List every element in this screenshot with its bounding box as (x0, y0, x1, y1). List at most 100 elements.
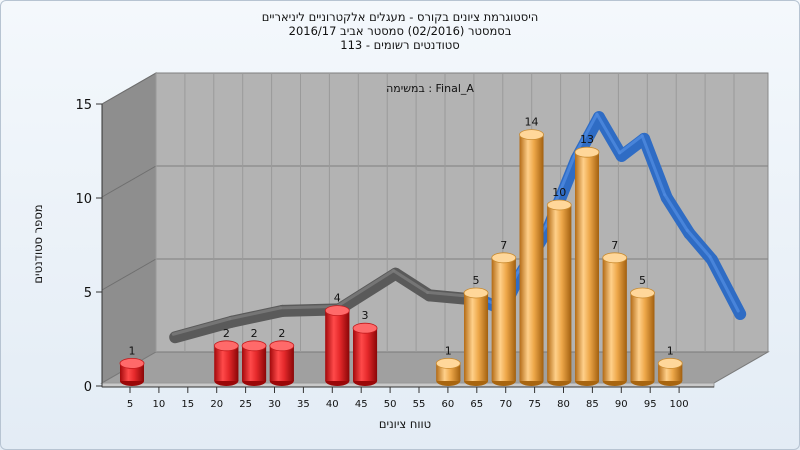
trend-highlight (595, 112, 622, 155)
x-tick-label: 95 (644, 399, 657, 410)
bar (491, 252, 517, 386)
x-tick-label: 35 (297, 399, 310, 410)
bar-top (491, 252, 517, 264)
bar-value-label: 2 (278, 327, 285, 340)
bar-top (269, 340, 295, 352)
bar-front (575, 152, 600, 381)
x-tick-label: 50 (384, 399, 397, 410)
x-axis-title: טווח ציונים (379, 417, 431, 431)
bar-top (352, 322, 378, 334)
bar (602, 252, 628, 386)
grid-line-side (101, 72, 157, 105)
bar-value-label: 7 (611, 239, 618, 252)
bar-front (464, 293, 489, 381)
trend-highlight (685, 228, 712, 259)
x-tick-label: 90 (615, 399, 628, 410)
bar (435, 357, 461, 386)
x-tick-label: 60 (442, 399, 455, 410)
bar-value-label: 5 (639, 274, 646, 287)
trend-highlight (335, 269, 396, 308)
x-tick-label: 100 (670, 399, 689, 410)
bar (213, 340, 239, 386)
bar-value-label: 3 (362, 309, 369, 322)
x-tick-label: 5 (127, 399, 133, 410)
bar-value-label: 7 (500, 239, 507, 252)
bar-top (463, 287, 489, 299)
x-tick-label: 10 (153, 399, 166, 410)
bar-top (435, 357, 461, 369)
bar-front (547, 205, 572, 381)
trend-highlight (708, 255, 740, 313)
bar (519, 129, 544, 386)
bar-top (119, 357, 145, 369)
annotation-text: במשימה : Final_A (386, 82, 474, 95)
bar (574, 146, 600, 386)
bar-top (546, 199, 572, 211)
y-tick-label: 15 (75, 98, 92, 113)
bar-front (214, 345, 239, 381)
bar-value-label: 10 (552, 186, 566, 199)
bars-group (119, 129, 683, 386)
bar-front (519, 134, 544, 381)
y-tick-label: 0 (84, 380, 92, 395)
trend-segment (169, 315, 238, 344)
x-tick-label: 75 (528, 399, 541, 410)
trend-highlight (392, 269, 429, 294)
x-tick-label: 20 (210, 399, 223, 410)
bar-value-label: 5 (473, 274, 480, 287)
bar-value-label: 4 (334, 292, 341, 305)
x-tick-label: 40 (326, 399, 339, 410)
bar (241, 340, 267, 386)
x-tick-label: 65 (470, 399, 483, 410)
x-tick-label: 55 (413, 399, 426, 410)
bar-top (324, 305, 350, 317)
bar-value-label: 2 (251, 327, 258, 340)
grid-line-side (101, 258, 157, 291)
grid-line-side (101, 165, 157, 198)
x-tick-label: 85 (586, 399, 599, 410)
x-tick-label: 15 (181, 399, 194, 410)
bar-top (241, 340, 267, 352)
chart-title: היסטוגרמת ציונים בקורס - מעגלים אלקטרוני… (261, 10, 539, 24)
bar-value-label: 13 (580, 133, 594, 146)
bar-value-label: 1 (445, 344, 452, 357)
bar (324, 305, 350, 386)
bar (352, 322, 378, 386)
y-axis-title: מספר סטודנטים (31, 204, 45, 283)
bar-top (519, 129, 544, 141)
x-tick-label: 25 (239, 399, 252, 410)
trend-segment (225, 304, 289, 328)
x-tick-label: 30 (268, 399, 281, 410)
y-tick-label: 10 (75, 192, 92, 207)
trend-highlight (640, 134, 667, 197)
bar-front (325, 310, 350, 381)
bar-top (574, 146, 600, 158)
side-wall (101, 72, 157, 384)
bar (546, 199, 572, 386)
chart-subtitle-2: סטודנטים רשומים - 113 (340, 38, 460, 52)
trend-segment (333, 267, 402, 316)
x-tick-label: 70 (499, 399, 512, 410)
bar-front (242, 345, 267, 381)
bar-value-label: 2 (223, 327, 230, 340)
chart-subtitle: בסמסטר (02/2016) סמסטר אביב 2016/17 (288, 24, 512, 38)
bar (463, 287, 489, 386)
bar-front (602, 257, 627, 381)
bar-top (630, 287, 655, 299)
bar-value-label: 1 (667, 344, 674, 357)
bar-top (657, 357, 683, 369)
bar (630, 287, 655, 386)
bar-front (353, 328, 378, 381)
value-labels: 1 2 2 2 4 3 1 5 7 14 10 13 7 5 1 (129, 116, 674, 358)
trend-highlight (279, 304, 339, 310)
trend-highlight (618, 134, 644, 155)
bar-value-label: 1 (129, 344, 136, 357)
trend-highlight (663, 193, 689, 232)
bar-top (213, 340, 239, 352)
x-tick-label: 45 (355, 399, 368, 410)
bar-front (269, 345, 294, 381)
y-tick-label: 5 (84, 286, 92, 301)
bar-front (491, 257, 516, 381)
